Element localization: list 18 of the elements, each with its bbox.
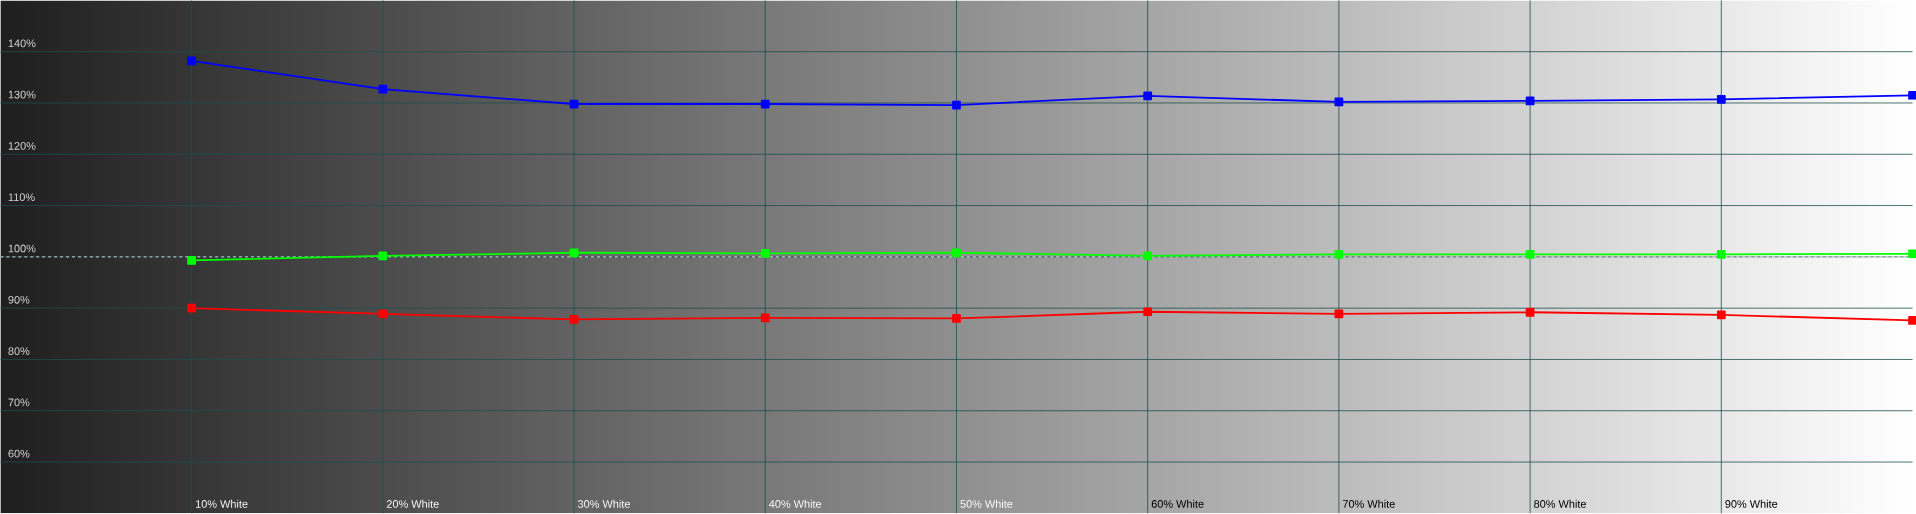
x-tick-label: 30% White	[577, 499, 630, 508]
x-tick-label: 50% White	[960, 499, 1013, 508]
x-tick-label: 80% White	[1534, 499, 1586, 508]
y-tick-label: 70%	[8, 398, 30, 407]
x-tick-label: 90% White	[1725, 499, 1778, 508]
y-tick-label: 60%	[8, 449, 30, 458]
y-tick-label: 140%	[8, 39, 36, 48]
y-tick-label: 80%	[8, 347, 30, 356]
x-tick-label: 20% White	[386, 499, 439, 508]
y-tick-label: 110%	[8, 193, 35, 202]
y-tick-label: 90%	[8, 296, 30, 304]
y-tick-label: 120%	[8, 142, 36, 150]
x-tick-label: 10% White	[195, 499, 248, 508]
x-tick-label: 40% White	[769, 499, 822, 508]
x-tick-label: 70% White	[1342, 499, 1395, 508]
x-tick-label: 60% White	[1151, 499, 1204, 508]
y-tick-label: 130%	[8, 90, 36, 99]
y-tick-label: 100%	[8, 244, 36, 253]
